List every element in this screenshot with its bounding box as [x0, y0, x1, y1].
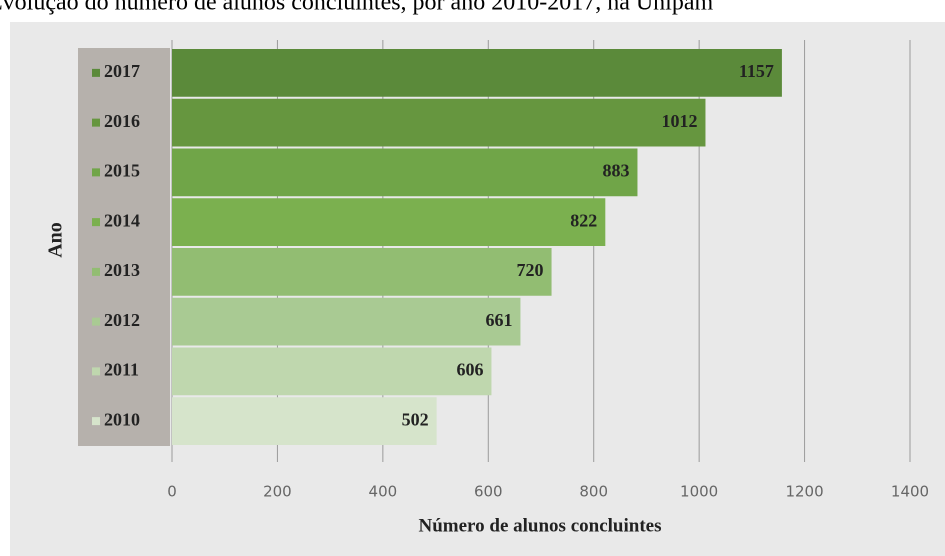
- bar: [172, 49, 782, 97]
- y-tick-label: 2016: [104, 111, 140, 131]
- legend-swatch: [92, 218, 100, 227]
- y-tick-label: 2010: [104, 409, 140, 429]
- x-tick-label: 200: [263, 483, 292, 501]
- x-tick-label: 400: [369, 483, 398, 501]
- bar: [172, 148, 638, 197]
- bar: [172, 198, 606, 246]
- bar: [172, 297, 521, 346]
- legend-swatch: [92, 68, 100, 77]
- y-tick-label: 2014: [104, 210, 140, 230]
- y-tick-label: 2017: [104, 61, 140, 81]
- value-label: 883: [602, 161, 629, 181]
- category-panel: [78, 48, 170, 446]
- x-tick-label: 1400: [891, 483, 929, 501]
- value-label: 502: [402, 409, 429, 429]
- x-tick-label: 0: [167, 483, 177, 501]
- value-label: 1012: [661, 111, 697, 131]
- x-tick-label: 1200: [785, 483, 823, 501]
- y-tick-label: 2012: [104, 310, 140, 330]
- value-label: 720: [517, 260, 544, 280]
- legend-swatch: [92, 417, 100, 426]
- chart-title: Evolução do número de alunos concluintes…: [0, 0, 714, 16]
- x-tick-label: 1000: [680, 483, 718, 501]
- x-axis-title: Número de alunos concluintes: [419, 515, 662, 536]
- y-tick-label: 2015: [104, 161, 140, 181]
- y-tick-label: 2013: [104, 260, 140, 280]
- legend-swatch: [92, 367, 100, 376]
- value-label: 606: [456, 360, 483, 380]
- value-label: 661: [485, 310, 512, 330]
- legend-swatch: [92, 267, 100, 276]
- value-label: 822: [570, 210, 597, 230]
- bar: [172, 248, 552, 296]
- y-axis-title: Ano: [45, 222, 67, 258]
- x-tick-label: 800: [579, 483, 608, 501]
- legend-swatch: [92, 168, 100, 177]
- value-label: 1157: [739, 61, 774, 81]
- legend-swatch: [92, 118, 100, 127]
- x-tick-label: 600: [474, 483, 503, 501]
- legend-swatch: [92, 317, 100, 326]
- bar: [172, 98, 706, 147]
- bar: [172, 347, 492, 396]
- y-tick-label: 2011: [104, 360, 139, 380]
- bar: [172, 397, 437, 445]
